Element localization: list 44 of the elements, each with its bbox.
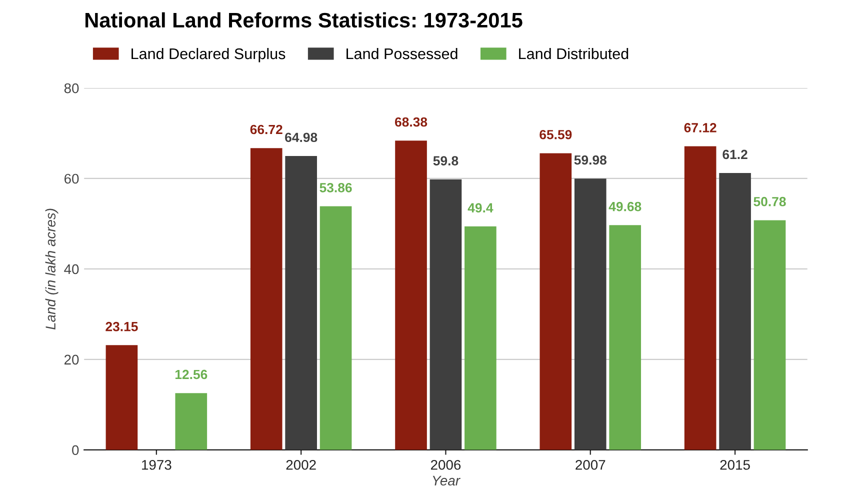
legend-label: Land Declared Surplus bbox=[132, 48, 286, 62]
data-label: 12.56 bbox=[175, 370, 208, 380]
bar bbox=[719, 173, 751, 450]
data-label: 61.2 bbox=[722, 150, 748, 160]
data-label: 53.86 bbox=[320, 183, 352, 192]
data-label: 68.38 bbox=[394, 117, 428, 127]
legend-label: Land Possessed bbox=[346, 48, 458, 60]
bar bbox=[754, 220, 786, 450]
x-tick-label: 2002 bbox=[286, 460, 316, 470]
bar bbox=[320, 206, 352, 450]
y-tick-label: 80 bbox=[64, 83, 79, 94]
chart-title: National Land Reforms Statistics: 1973-2015 bbox=[85, 12, 522, 28]
data-label: 49.68 bbox=[608, 202, 642, 212]
bar bbox=[684, 146, 716, 450]
y-tick-label: 20 bbox=[64, 354, 79, 365]
data-label: 66.72 bbox=[250, 124, 282, 134]
data-label: 49.4 bbox=[468, 203, 494, 213]
data-label: 64.98 bbox=[285, 132, 318, 142]
bar bbox=[285, 156, 317, 450]
data-label: 59.8 bbox=[433, 156, 458, 166]
bar bbox=[106, 345, 138, 450]
bar bbox=[540, 153, 572, 450]
legend-label: Land Distributed bbox=[519, 48, 628, 60]
data-label: 67.12 bbox=[684, 123, 716, 132]
bar bbox=[250, 148, 282, 450]
data-label: 59.98 bbox=[574, 155, 606, 165]
data-label: 65.59 bbox=[540, 130, 572, 140]
bar bbox=[609, 225, 642, 450]
bar bbox=[175, 393, 208, 450]
x-tick-label: 2007 bbox=[576, 460, 606, 470]
y-tick-label: 60 bbox=[64, 174, 79, 184]
data-label: 50.78 bbox=[754, 196, 786, 206]
x-tick-label: 2015 bbox=[720, 460, 750, 470]
y-tick-label: 0 bbox=[72, 445, 79, 456]
data-label: 23.15 bbox=[106, 322, 138, 332]
bar bbox=[430, 179, 462, 450]
x-tick-label: 1973 bbox=[142, 460, 172, 470]
bar bbox=[464, 226, 496, 450]
y-axis-title: Land (in lakh acres) bbox=[45, 208, 58, 330]
bar bbox=[574, 178, 606, 450]
x-tick-label: 2006 bbox=[430, 460, 461, 470]
bar bbox=[395, 140, 427, 450]
x-axis-title: Year bbox=[432, 476, 460, 486]
y-tick-label: 40 bbox=[64, 264, 79, 274]
